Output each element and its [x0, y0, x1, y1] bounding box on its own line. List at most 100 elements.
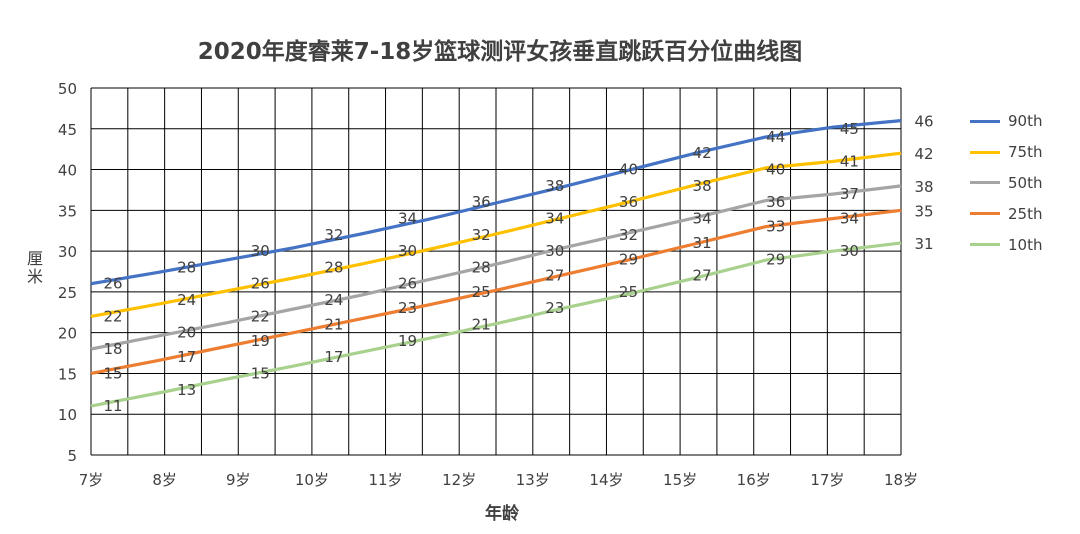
data-label-90th: 44	[766, 128, 785, 146]
legend-label: 10th	[1008, 235, 1043, 254]
legend-label: 50th	[1008, 173, 1043, 192]
data-label-90th: 42	[693, 144, 712, 162]
data-label-10th: 17	[324, 348, 343, 366]
data-label-25th: 33	[766, 218, 785, 236]
data-label-10th: 25	[619, 283, 638, 301]
data-label-10th: 11	[103, 397, 122, 415]
data-label-25th: 29	[619, 250, 638, 268]
data-label-10th: 30	[840, 242, 859, 260]
data-label-50th: 30	[545, 242, 564, 260]
x-tick-label: 7岁	[79, 471, 104, 489]
y-tick-label: 25	[58, 284, 77, 302]
end-label-90th: 46	[914, 113, 933, 131]
legend-label: 90th	[1008, 112, 1043, 131]
data-label-50th: 32	[619, 226, 638, 244]
chart-title: 2020年度睿莱7-18岁篮球测评女孩垂直跳跃百分位曲线图	[197, 39, 803, 65]
y-tick-label: 10	[58, 406, 77, 424]
legend-swatch	[970, 212, 1000, 216]
data-label-10th: 27	[693, 267, 712, 285]
data-label-10th: 19	[398, 332, 417, 350]
data-label-75th: 22	[103, 307, 122, 325]
legend-swatch	[970, 119, 1000, 123]
data-label-50th: 24	[324, 291, 343, 309]
x-tick-label: 10岁	[295, 471, 329, 489]
legend-item-50th: 50th	[970, 168, 1042, 199]
x-tick-label: 13岁	[516, 471, 550, 489]
series-line-10th	[90, 241, 902, 408]
y-tick-label: 5	[67, 447, 77, 465]
data-label-10th: 23	[545, 299, 564, 317]
data-label-25th: 25	[472, 283, 491, 301]
legend-swatch	[970, 150, 1000, 154]
series-line-25th	[90, 208, 902, 375]
data-label-75th: 36	[619, 193, 638, 211]
data-label-75th: 30	[398, 242, 417, 260]
y-tick-label: 20	[58, 325, 77, 343]
series-line-50th	[90, 184, 902, 351]
end-label-25th: 35	[914, 202, 933, 220]
data-label-50th: 36	[766, 193, 785, 211]
data-label-50th: 18	[103, 340, 122, 358]
data-label-90th: 40	[619, 161, 638, 179]
data-label-90th: 45	[840, 120, 859, 138]
data-label-50th: 34	[693, 209, 712, 227]
data-label-25th: 21	[324, 316, 343, 334]
legend-item-90th: 90th	[970, 106, 1042, 137]
data-label-50th: 22	[251, 307, 270, 325]
y-tick-label: 50	[58, 80, 77, 98]
end-label-50th: 38	[914, 178, 933, 196]
data-label-25th: 34	[840, 209, 859, 227]
data-label-90th: 30	[251, 242, 270, 260]
legend-item-10th: 10th	[970, 229, 1042, 260]
data-label-90th: 38	[545, 177, 564, 195]
data-label-50th: 26	[398, 275, 417, 293]
data-label-25th: 27	[545, 267, 564, 285]
series-line-75th	[90, 151, 902, 318]
data-label-25th: 15	[103, 364, 122, 382]
x-tick-label: 8岁	[152, 471, 177, 489]
data-label-75th: 40	[766, 161, 785, 179]
data-label-25th: 19	[251, 332, 270, 350]
data-label-90th: 36	[472, 193, 491, 211]
data-label-50th: 20	[177, 324, 196, 342]
end-label-10th: 31	[914, 235, 933, 253]
y-axis-label: 厘米	[26, 249, 43, 286]
data-label-75th: 26	[251, 275, 270, 293]
legend: 90th 75th 50th 25th 10th	[970, 106, 1042, 260]
data-label-75th: 38	[693, 177, 712, 195]
series-line-90th	[90, 119, 902, 286]
data-label-10th: 13	[177, 381, 196, 399]
x-tick-label: 14岁	[589, 471, 623, 489]
y-tick-label: 40	[58, 162, 77, 180]
legend-swatch	[970, 181, 1000, 185]
y-tick-label: 45	[58, 121, 77, 139]
data-label-50th: 37	[840, 185, 859, 203]
data-label-10th: 15	[251, 364, 270, 382]
y-tick-label: 15	[58, 365, 77, 383]
data-label-10th: 29	[766, 250, 785, 268]
x-tick-label: 16岁	[737, 471, 771, 489]
x-tick-label: 15岁	[663, 471, 697, 489]
legend-label: 75th	[1008, 143, 1043, 162]
y-tick-label: 35	[58, 202, 77, 220]
end-label-75th: 42	[914, 145, 933, 163]
legend-label: 25th	[1008, 204, 1043, 223]
x-tick-label: 18岁	[884, 471, 918, 489]
x-tick-label: 9岁	[226, 471, 251, 489]
legend-item-25th: 25th	[970, 198, 1042, 229]
data-label-90th: 34	[398, 209, 417, 227]
x-axis-label: 年龄	[485, 504, 519, 524]
data-label-25th: 17	[177, 348, 196, 366]
x-tick-label: 11岁	[368, 471, 402, 489]
data-label-50th: 28	[472, 258, 491, 276]
data-label-25th: 31	[693, 234, 712, 252]
data-label-75th: 41	[840, 152, 859, 170]
data-label-90th: 32	[324, 226, 343, 244]
x-tick-label: 12岁	[442, 471, 476, 489]
legend-swatch	[970, 243, 1000, 247]
data-label-90th: 26	[103, 275, 122, 293]
data-label-75th: 34	[545, 209, 564, 227]
data-label-75th: 32	[472, 226, 491, 244]
y-tick-label: 30	[58, 243, 77, 261]
